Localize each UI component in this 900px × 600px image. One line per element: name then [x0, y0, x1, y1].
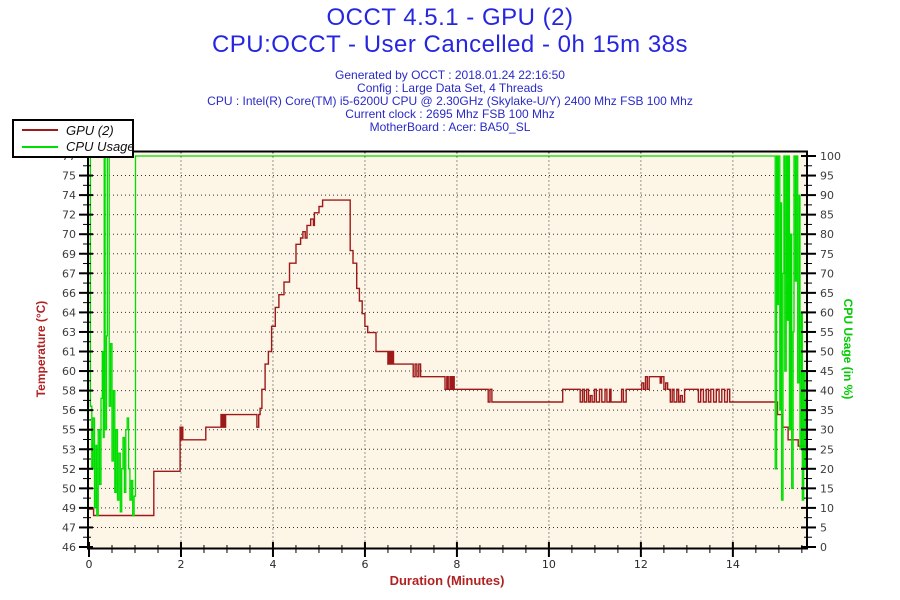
info-line-clock: Current clock : 2695 Mhz FSB 100 Mhz: [345, 107, 555, 121]
tick-label: 10: [820, 502, 834, 515]
tick-label: 55: [820, 326, 834, 339]
tick-label: 5: [820, 521, 827, 534]
tick-label: 12: [634, 558, 648, 571]
tick-label: 67: [62, 267, 76, 280]
tick-label: 55: [62, 424, 76, 437]
tick-label: 85: [820, 209, 834, 222]
legend: GPU (2) CPU Usage: [12, 119, 135, 158]
x-axis-title: Duration (Minutes): [389, 573, 505, 588]
tick-label: 75: [62, 170, 76, 183]
tick-label: 72: [62, 209, 76, 222]
tick-label: 60: [62, 365, 76, 378]
tick-label: 46: [62, 541, 76, 554]
info-line-config: Config : Large Data Set, 4 Threads: [357, 81, 543, 95]
tick-label: 70: [820, 267, 834, 280]
cpu-series-line: [89, 155, 807, 517]
right-axis-title: CPU Usage (in %): [841, 298, 855, 400]
info-line-motherboard: MotherBoard : Acer: BA50_SL: [369, 120, 531, 134]
tick-label: 30: [820, 424, 834, 437]
series-lines: [89, 155, 807, 517]
legend-item-gpu: GPU (2): [18, 123, 128, 138]
y-right-ticks: 1009590858075706560555045403530252015105…: [801, 150, 841, 554]
left-axis-title: Temperature (°C): [34, 300, 48, 398]
chart-subtitle: CPU:OCCT - User Cancelled - 0h 15m 38s: [211, 31, 689, 58]
tick-label: 56: [62, 404, 76, 417]
tick-label: 74: [62, 189, 76, 202]
tick-label: 4: [269, 558, 276, 571]
plot-background: [88, 151, 807, 549]
tick-label: 6: [361, 558, 368, 571]
tick-label: 50: [62, 482, 76, 495]
tick-label: 10: [542, 558, 556, 571]
tick-label: 52: [62, 463, 76, 476]
tick-label: 35: [820, 404, 834, 417]
cpu-line-swatch: [22, 145, 58, 148]
tick-label: 66: [62, 287, 76, 300]
tick-label: 60: [820, 306, 834, 319]
info-line-generated: Generated by OCCT : 2018.01.24 22:16:50: [335, 68, 565, 82]
tick-label: 69: [62, 248, 76, 261]
tick-label: 100: [820, 150, 841, 163]
gpu-line-swatch: [22, 129, 58, 132]
legend-item-cpu: CPU Usage: [18, 139, 135, 154]
tick-label: 20: [820, 463, 834, 476]
tick-label: 63: [62, 326, 76, 339]
tick-label: 2: [177, 558, 184, 571]
tick-label: 40: [820, 385, 834, 398]
chart-title: OCCT 4.5.1 - GPU (2): [326, 4, 574, 31]
x-ticks: 0 2 4 6 8 10 12 14: [86, 542, 803, 571]
tick-label: 49: [62, 502, 76, 515]
legend-label-gpu: GPU (2): [66, 122, 114, 138]
tick-label: 50: [820, 346, 834, 359]
system-info: Generated by OCCT : 2018.01.24 22:16:50 …: [0, 69, 900, 134]
tick-label: 75: [820, 248, 834, 261]
tick-label: 90: [820, 189, 834, 202]
tick-label: 15: [820, 482, 834, 495]
plot-frame: [87, 150, 808, 550]
tick-label: 80: [820, 228, 834, 241]
legend-label-cpu: CPU Usage: [66, 139, 135, 155]
tick-label: 53: [62, 443, 76, 456]
tick-label: 0: [86, 558, 93, 571]
tick-label: 8: [453, 558, 460, 571]
tick-label: 95: [820, 170, 834, 183]
tick-label: 65: [820, 287, 834, 300]
tick-label: 47: [62, 521, 76, 534]
y-left-ticks: 7775747270696766646361605856555352504947…: [62, 150, 93, 554]
info-line-cpu: CPU : Intel(R) Core(TM) i5-6200U CPU @ 2…: [207, 94, 693, 108]
temp-series-line: [89, 199, 806, 517]
tick-label: 64: [62, 306, 76, 319]
tick-label: 58: [62, 385, 76, 398]
tick-label: 14: [726, 558, 740, 571]
tick-label: 61: [62, 346, 76, 359]
tick-label: 25: [820, 443, 834, 456]
tick-label: 70: [62, 228, 76, 241]
tick-label: 45: [820, 365, 834, 378]
tick-label: 0: [820, 541, 827, 554]
